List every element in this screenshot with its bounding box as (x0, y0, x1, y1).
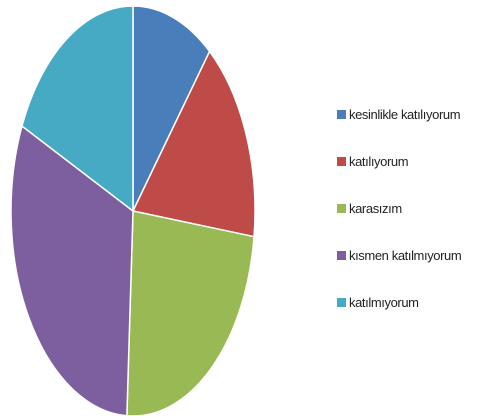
pie-slice-1 (132, 5, 211, 212)
legend-swatch (337, 298, 346, 307)
legend-swatch (337, 204, 346, 213)
legend-swatch (337, 110, 346, 119)
legend: kesinlikle katılıyorum katılıyorum karasız… (337, 104, 462, 339)
legend-label: kesinlikle katılıyorum (349, 107, 461, 122)
legend-label: katılıyorum (349, 154, 409, 169)
legend-item: karasızım (337, 198, 461, 219)
legend-swatch (337, 157, 346, 166)
pie-slices (10, 5, 256, 417)
legend-label: karasızım (349, 201, 402, 216)
legend-label: katılmıyorum (349, 295, 419, 310)
legend-item: kesinlikle katılıyorum (337, 104, 461, 125)
legend-swatch (337, 251, 346, 260)
pie-slice-4 (10, 124, 134, 417)
pie-slice-2 (131, 49, 256, 238)
legend-item: katılıyorum (337, 151, 461, 172)
legend-label: kısmen katılmıyorum (349, 248, 462, 263)
legend-item: kısmen katılmıyorum (337, 245, 462, 266)
pie-slice-5 (21, 5, 134, 213)
legend-item: katılmıyorum (337, 292, 461, 313)
pie-slice-3 (126, 210, 255, 417)
